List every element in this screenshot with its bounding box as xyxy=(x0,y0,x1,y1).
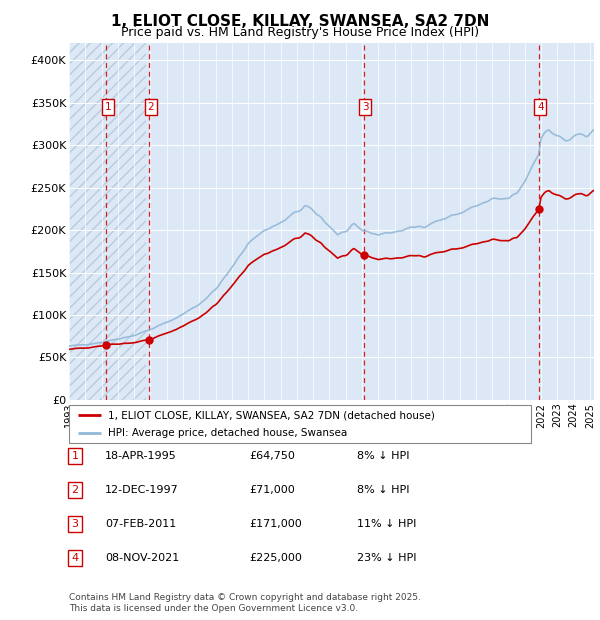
Text: 8% ↓ HPI: 8% ↓ HPI xyxy=(357,485,409,495)
Text: 8% ↓ HPI: 8% ↓ HPI xyxy=(357,451,409,461)
Text: £64,750: £64,750 xyxy=(249,451,295,461)
Text: 12-DEC-1997: 12-DEC-1997 xyxy=(105,485,179,495)
Text: HPI: Average price, detached house, Swansea: HPI: Average price, detached house, Swan… xyxy=(108,428,347,438)
Text: Contains HM Land Registry data © Crown copyright and database right 2025.
This d: Contains HM Land Registry data © Crown c… xyxy=(69,593,421,613)
Text: 2: 2 xyxy=(71,485,79,495)
Text: 1: 1 xyxy=(104,102,111,112)
Text: 1, ELIOT CLOSE, KILLAY, SWANSEA, SA2 7DN (detached house): 1, ELIOT CLOSE, KILLAY, SWANSEA, SA2 7DN… xyxy=(108,410,435,420)
Text: 4: 4 xyxy=(71,553,79,563)
Text: 23% ↓ HPI: 23% ↓ HPI xyxy=(357,553,416,563)
Text: 1, ELIOT CLOSE, KILLAY, SWANSEA, SA2 7DN: 1, ELIOT CLOSE, KILLAY, SWANSEA, SA2 7DN xyxy=(111,14,489,29)
Text: 07-FEB-2011: 07-FEB-2011 xyxy=(105,519,176,529)
Text: 3: 3 xyxy=(71,519,79,529)
Text: £171,000: £171,000 xyxy=(249,519,302,529)
Text: 11% ↓ HPI: 11% ↓ HPI xyxy=(357,519,416,529)
Text: 4: 4 xyxy=(537,102,544,112)
Bar xyxy=(69,43,146,400)
Text: 2: 2 xyxy=(148,102,154,112)
Text: 1: 1 xyxy=(71,451,79,461)
Text: £71,000: £71,000 xyxy=(249,485,295,495)
Text: £225,000: £225,000 xyxy=(249,553,302,563)
Text: 18-APR-1995: 18-APR-1995 xyxy=(105,451,177,461)
Text: 08-NOV-2021: 08-NOV-2021 xyxy=(105,553,179,563)
Text: 3: 3 xyxy=(362,102,368,112)
Text: Price paid vs. HM Land Registry's House Price Index (HPI): Price paid vs. HM Land Registry's House … xyxy=(121,26,479,39)
